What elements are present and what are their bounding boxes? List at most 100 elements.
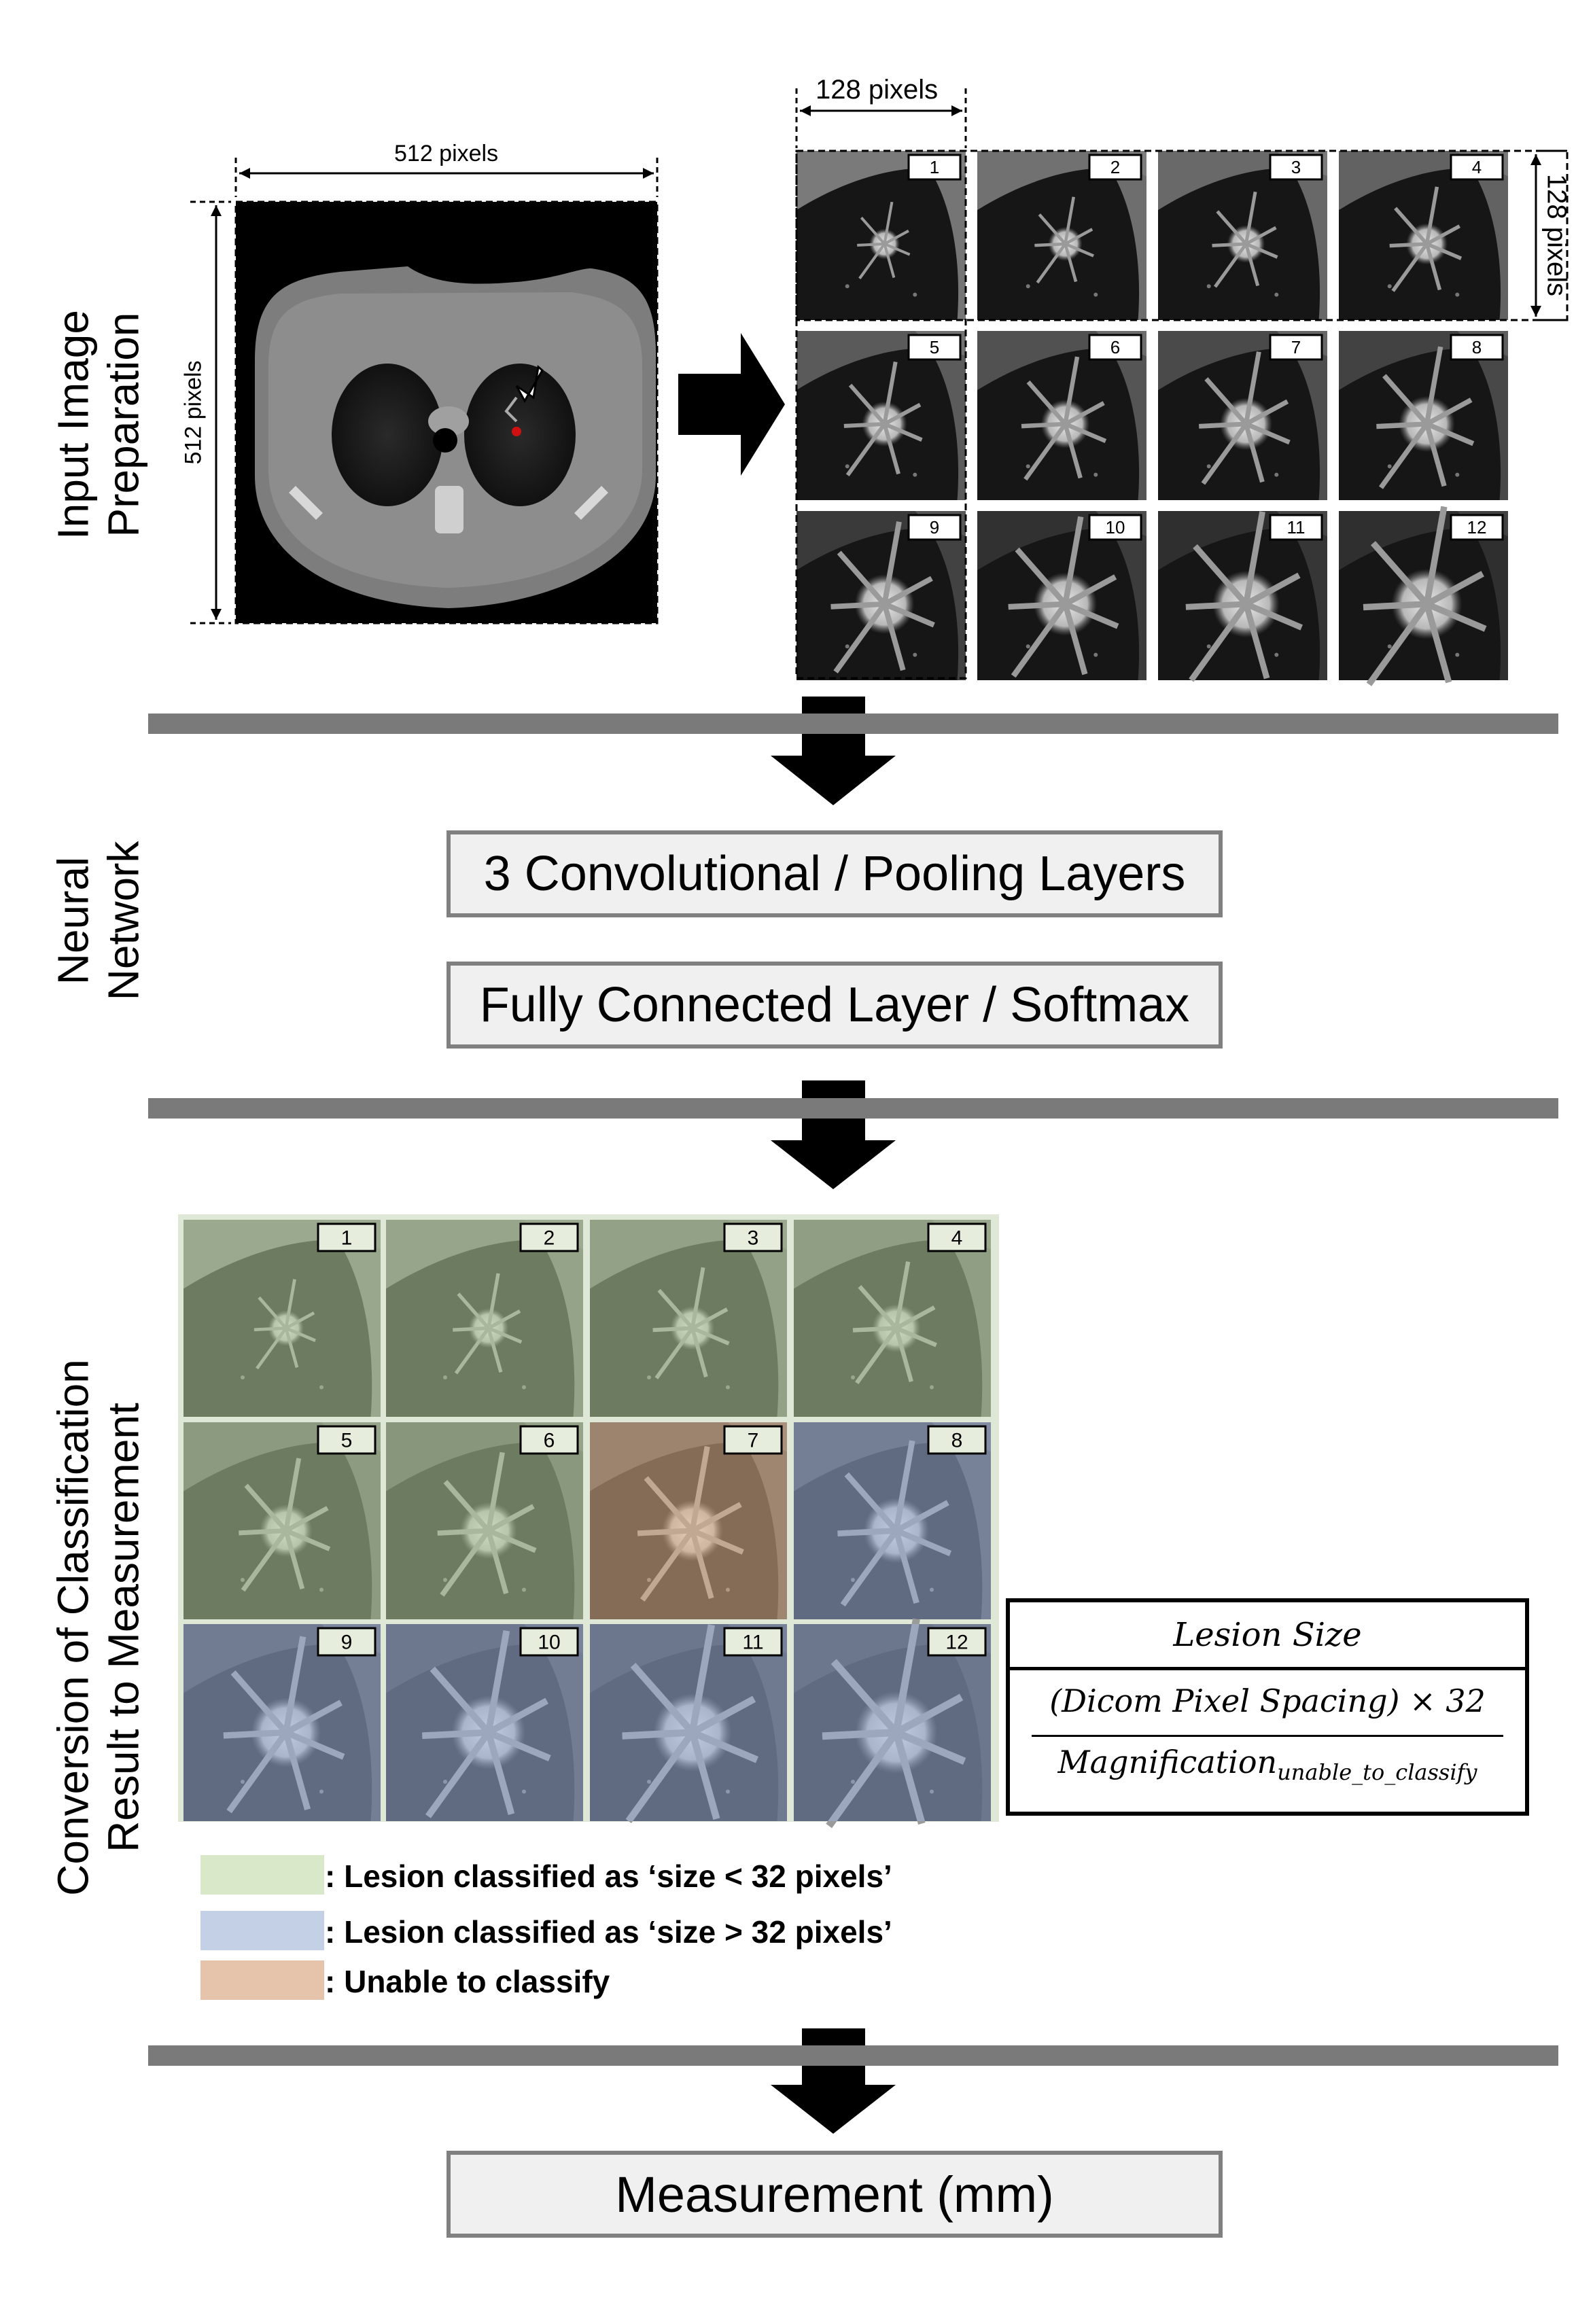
patch-number-label: 3 bbox=[1269, 154, 1323, 181]
separator-bar bbox=[148, 2045, 1558, 2066]
svg-text:4: 4 bbox=[951, 1227, 963, 1250]
patch-number-label: 9 bbox=[907, 514, 962, 541]
patch-number-label: 7 bbox=[1269, 334, 1323, 361]
patch-number-label: 2 bbox=[519, 1222, 579, 1252]
patch-tile: 7 bbox=[590, 1422, 787, 1619]
down-arrow-icon bbox=[771, 697, 896, 805]
svg-text:7: 7 bbox=[748, 1430, 759, 1452]
patch-tile: 7 bbox=[1158, 331, 1327, 500]
svg-text:5: 5 bbox=[341, 1430, 353, 1452]
svg-text:8: 8 bbox=[951, 1430, 963, 1452]
patch-tile: 1 bbox=[183, 1220, 381, 1417]
legend-swatch-unable bbox=[200, 1960, 324, 2000]
patch-tile: 10 bbox=[977, 511, 1146, 680]
patch-number-label: 7 bbox=[723, 1425, 783, 1455]
svg-text:7: 7 bbox=[1291, 337, 1301, 357]
right-arrow-icon bbox=[678, 333, 785, 476]
patch-tile: 6 bbox=[977, 331, 1146, 500]
patch-tile: 6 bbox=[386, 1422, 583, 1619]
patch-number-label: 1 bbox=[317, 1222, 377, 1252]
patch-number-label: 10 bbox=[519, 1627, 579, 1657]
fraction-line bbox=[1032, 1735, 1503, 1737]
patch-tile: 5 bbox=[796, 331, 966, 500]
patch-number-label: 8 bbox=[1450, 334, 1504, 361]
svg-text:9: 9 bbox=[930, 517, 939, 538]
svg-text:2: 2 bbox=[1110, 157, 1120, 177]
patch-tile: 2 bbox=[977, 151, 1146, 320]
patch-tile: 9 bbox=[796, 511, 966, 680]
conv-layers-box: 3 Convolutional / Pooling Layers bbox=[447, 830, 1223, 917]
patch-tile: 5 bbox=[183, 1422, 381, 1619]
svg-text:4: 4 bbox=[1472, 157, 1482, 177]
legend-label-large: : Lesion classified as ‘size > 32 pixels… bbox=[325, 1914, 892, 1950]
svg-text:11: 11 bbox=[1287, 517, 1306, 538]
svg-text:1: 1 bbox=[341, 1227, 353, 1250]
patch-number-label: 4 bbox=[1450, 154, 1504, 181]
patch-tile: 4 bbox=[794, 1220, 991, 1417]
svg-text:5: 5 bbox=[930, 337, 939, 357]
patch-tile: 11 bbox=[1158, 511, 1327, 682]
ct-width-label: 512 pixels bbox=[394, 141, 499, 166]
patch-number-label: 6 bbox=[1088, 334, 1142, 361]
down-arrow-icon bbox=[771, 1080, 896, 1189]
legend-label-unable: : Unable to classify bbox=[325, 1964, 610, 1999]
patch-number-label: 2 bbox=[1088, 154, 1142, 181]
patch-number-label: 12 bbox=[927, 1627, 987, 1657]
patch-height-label: 128 pixels bbox=[1541, 173, 1572, 297]
legend-swatch-small bbox=[200, 1855, 324, 1895]
patch-number-label: 5 bbox=[907, 334, 962, 361]
patch-number-label: 4 bbox=[927, 1222, 987, 1252]
svg-text:3: 3 bbox=[1291, 157, 1301, 177]
lesion-size-formula: Lesion Size (Dicom Pixel Spacing) × 32 M… bbox=[1006, 1598, 1529, 1816]
patch-tile: 11 bbox=[590, 1624, 787, 1823]
svg-text:9: 9 bbox=[341, 1632, 353, 1654]
patch-tile: 2 bbox=[386, 1220, 583, 1417]
svg-text:11: 11 bbox=[742, 1632, 763, 1654]
legend-swatch-large bbox=[200, 1911, 324, 1950]
patch-number-label: 6 bbox=[519, 1425, 579, 1455]
patch-tile: 9 bbox=[183, 1624, 381, 1821]
patch-tile: 10 bbox=[386, 1624, 583, 1821]
svg-text:12: 12 bbox=[1467, 517, 1487, 538]
patch-tile: 8 bbox=[1339, 331, 1508, 500]
patch-tile: 3 bbox=[590, 1220, 787, 1417]
patch-width-label: 128 pixels bbox=[816, 75, 939, 105]
separator-bar bbox=[148, 714, 1558, 734]
svg-text:8: 8 bbox=[1472, 337, 1482, 357]
svg-text:10: 10 bbox=[1106, 517, 1125, 538]
legend-label-small: : Lesion classified as ‘size < 32 pixels… bbox=[325, 1859, 892, 1894]
fully-connected-box: Fully Connected Layer / Softmax bbox=[447, 962, 1223, 1049]
down-arrow-icon bbox=[771, 2028, 896, 2134]
svg-text:6: 6 bbox=[1110, 337, 1120, 357]
patch-tile: 12 bbox=[794, 1618, 991, 1829]
patch-tile: 4 bbox=[1339, 151, 1508, 320]
svg-text:10: 10 bbox=[538, 1632, 560, 1654]
formula-title: Lesion Size bbox=[1010, 1602, 1525, 1670]
svg-text:6: 6 bbox=[544, 1430, 555, 1452]
patch-number-label: 10 bbox=[1088, 514, 1142, 541]
patch-tile: 8 bbox=[794, 1422, 991, 1619]
patch-number-label: 1 bbox=[907, 154, 962, 181]
patch-number-label: 3 bbox=[723, 1222, 783, 1252]
patch-tile: 12 bbox=[1339, 506, 1508, 686]
formula-numerator: (Dicom Pixel Spacing) × 32 bbox=[1049, 1683, 1486, 1719]
patch-grid-input: 1 2 3 45 6 7 89 10 11 12 bbox=[796, 151, 1508, 686]
ct-height-label: 512 pixels bbox=[180, 360, 207, 465]
svg-text:3: 3 bbox=[748, 1227, 759, 1250]
formula-denominator: Magnificationunable_to_classify bbox=[1057, 1744, 1477, 1786]
ct-scan-image bbox=[236, 202, 657, 623]
measurement-output-box: Measurement (mm) bbox=[447, 2151, 1223, 2238]
patch-number-label: 11 bbox=[1269, 514, 1323, 541]
patch-number-label: 12 bbox=[1450, 514, 1504, 541]
patch-number-label: 8 bbox=[927, 1425, 987, 1455]
patch-tile: 3 bbox=[1158, 151, 1327, 320]
patch-tile: 1 bbox=[796, 151, 966, 320]
svg-text:12: 12 bbox=[945, 1632, 968, 1654]
patch-number-label: 9 bbox=[317, 1627, 377, 1657]
patch-grid-classified: 1 2 3 45 6 7 89 10 11 12 bbox=[178, 1214, 999, 1829]
patch-number-label: 5 bbox=[317, 1425, 377, 1455]
patch-number-label: 11 bbox=[723, 1627, 783, 1657]
svg-text:2: 2 bbox=[544, 1227, 555, 1250]
svg-text:1: 1 bbox=[930, 157, 939, 177]
